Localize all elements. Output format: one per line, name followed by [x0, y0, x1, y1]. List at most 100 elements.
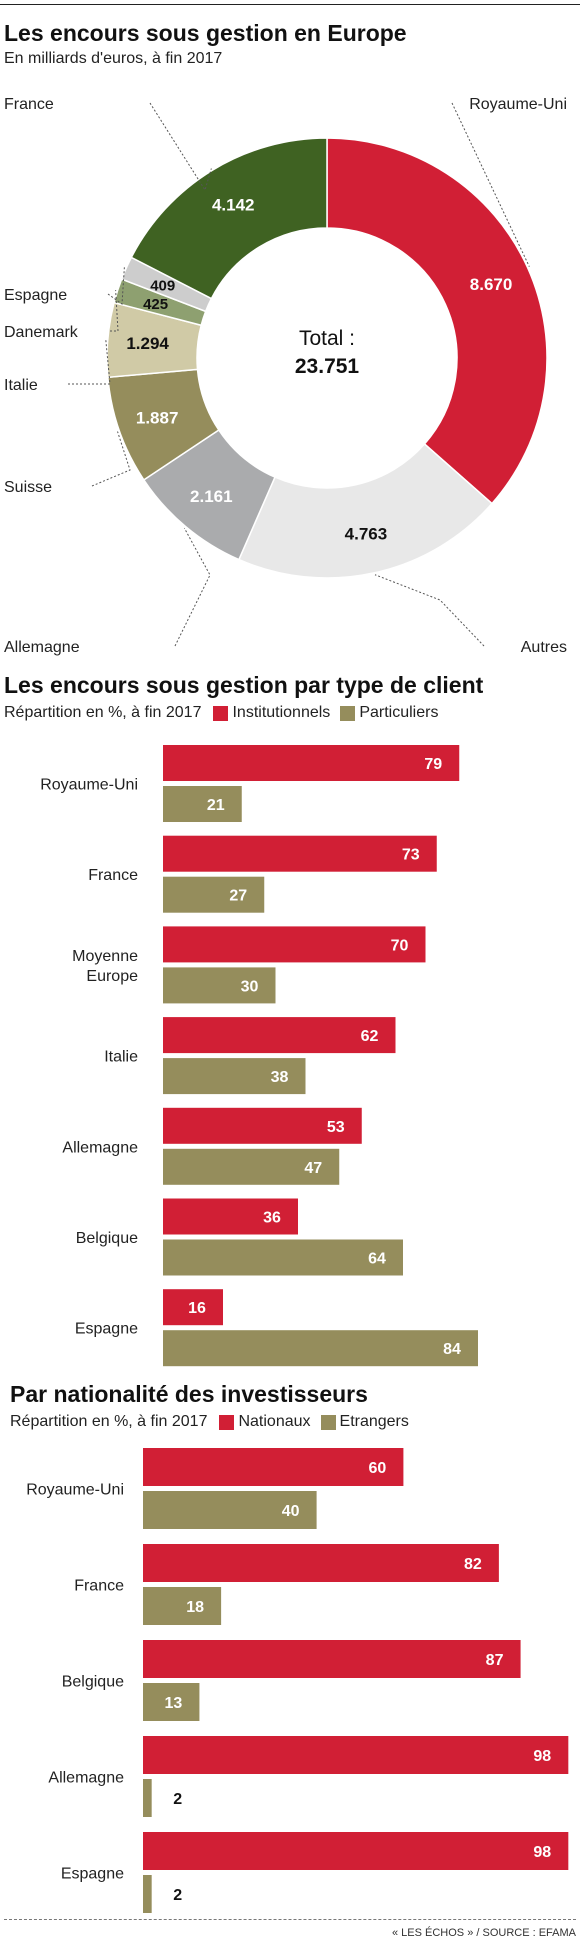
bar-particuliers-moyenne-europe — [163, 967, 276, 1004]
bar-institutionnels-espagne — [163, 1289, 223, 1326]
donut-value-espagne: 409 — [150, 277, 175, 294]
bar-label-particuliers-italie: 38 — [271, 1069, 289, 1086]
bar-etrangers-belgique — [143, 1683, 200, 1721]
nationality-chart-subtitle: Répartition en %, à fin 2017 — [10, 1413, 208, 1430]
donut-name-suisse: Suisse — [4, 479, 52, 496]
legend-swatch-nationaux — [219, 1414, 235, 1430]
client-chart-title: Les encours sous gestion par type de cli… — [4, 672, 484, 698]
donut-total-value: 23.751 — [295, 355, 360, 378]
donut-slice-autres — [237, 442, 494, 579]
bar-label-particuliers-belgique: 64 — [368, 1251, 386, 1268]
bar-label-nationaux-france: 82 — [464, 1556, 482, 1573]
bar-label-particuliers-france: 27 — [229, 888, 247, 905]
bar-label-nationaux-belgique: 87 — [486, 1652, 504, 1669]
legend-label-etrangers: Etrangers — [339, 1413, 409, 1430]
bar-particuliers-royaume-uni — [163, 786, 242, 822]
footer-rule — [4, 1919, 576, 1920]
bar-label-nationaux-royaume-uni: 60 — [369, 1460, 387, 1477]
bar-etrangers-espagne — [143, 1875, 152, 1913]
category-label-italie: Italie — [104, 1049, 138, 1066]
bar-label-institutionnels-moyenne-europe: 70 — [391, 937, 409, 954]
category-label-moyenne-europe-1: Moyenne — [72, 948, 138, 965]
legend-swatch-institutionnels — [213, 705, 229, 721]
category-label-belgique: Belgique — [62, 1674, 124, 1691]
donut-leader-danemark — [110, 290, 119, 332]
bar-label-particuliers-allemagne: 47 — [304, 1160, 322, 1177]
donut-value-allemagne: 2.161 — [190, 487, 233, 506]
bar-institutionnels-moyenne-europe — [163, 926, 426, 963]
donut-leader-suisse — [91, 431, 131, 487]
bar-institutionnels-france — [163, 835, 437, 872]
bar-label-institutionnels-belgique: 36 — [263, 1210, 281, 1227]
category-label-moyenne-europe-2: Europe — [86, 968, 138, 985]
donut-subtitle: En milliards d'euros, à fin 2017 — [4, 50, 223, 67]
bar-label-institutionnels-italie: 62 — [361, 1028, 379, 1045]
bar-institutionnels-royaume-uni — [163, 745, 460, 781]
bar-label-institutionnels-royaume-uni: 79 — [424, 756, 442, 773]
donut-slice-royaume-uni — [326, 137, 548, 505]
donut-total-label: Total : — [299, 327, 355, 350]
category-label-allemagne: Allemagne — [62, 1139, 138, 1156]
legend-label-institutionnels: Institutionnels — [232, 704, 331, 721]
legend-swatch-particuliers — [340, 705, 356, 721]
donut-chart: Royaume-Uni Autres Allemagne Suisse Italie Da… — [4, 96, 567, 656]
donut-name-italie: Italie — [4, 377, 38, 394]
bar-etrangers-allemagne — [143, 1779, 152, 1817]
bar-label-etrangers-royaume-uni: 40 — [282, 1503, 300, 1520]
donut-value-italie: 1.294 — [126, 334, 169, 353]
donut-name-danemark: Danemark — [4, 324, 79, 341]
donut-value-france: 4.142 — [212, 195, 255, 214]
bar-label-particuliers-moyenne-europe: 30 — [241, 978, 259, 995]
category-label-france: France — [74, 1578, 124, 1595]
category-label-espagne: Espagne — [75, 1321, 138, 1338]
bar-nationaux-royaume-uni — [143, 1448, 404, 1486]
bar-label-institutionnels-espagne: 16 — [188, 1300, 206, 1317]
bar-label-etrangers-belgique: 13 — [165, 1695, 183, 1712]
category-label-royaume-uni: Royaume-Uni — [26, 1482, 124, 1499]
donut-value-royaume-uni: 8.670 — [470, 275, 513, 294]
donut-value-autres: 4.763 — [345, 525, 388, 544]
donut-slice-france — [130, 137, 328, 300]
nationality-chart-title: Par nationalité des investisseurs — [10, 1381, 368, 1407]
bar-label-etrangers-espagne: 2 — [173, 1887, 182, 1904]
nationality-chart-legend: Répartition en %, à fin 2017 Nationaux E… — [10, 1413, 409, 1431]
donut-name-france: France — [4, 96, 54, 113]
category-label-espagne: Espagne — [61, 1866, 124, 1883]
bar-institutionnels-allemagne — [163, 1107, 362, 1144]
bar-nationaux-belgique — [143, 1640, 521, 1678]
bar-particuliers-france — [163, 876, 265, 913]
donut-value-suisse: 1.887 — [136, 409, 179, 428]
donut-value-danemark: 425 — [143, 296, 168, 313]
bar-etrangers-royaume-uni — [143, 1491, 317, 1529]
donut-leader-france — [149, 102, 212, 192]
donut-name-allemagne: Allemagne — [4, 639, 80, 656]
bar-label-etrangers-allemagne: 2 — [173, 1791, 182, 1808]
bar-label-institutionnels-france: 73 — [402, 847, 420, 864]
bar-label-etrangers-france: 18 — [186, 1599, 204, 1616]
bar-nationaux-allemagne — [143, 1736, 569, 1774]
bar-label-nationaux-allemagne: 98 — [533, 1748, 551, 1765]
donut-leader-espagne — [107, 267, 125, 305]
bar-nationaux-france — [143, 1544, 499, 1582]
bar-nationaux-espagne — [143, 1832, 569, 1870]
bar-institutionnels-italie — [163, 1017, 396, 1054]
source-credit: « LES ÉCHOS » / SOURCE : EFAMA — [392, 1927, 576, 1939]
donut-title: Les encours sous gestion en Europe — [4, 20, 407, 46]
bar-label-particuliers-royaume-uni: 21 — [207, 797, 225, 814]
donut-name-royaume-uni: Royaume-Uni — [469, 96, 567, 113]
bar-particuliers-espagne — [163, 1330, 478, 1367]
legend-swatch-etrangers — [320, 1414, 336, 1430]
bar-institutionnels-belgique — [163, 1198, 298, 1235]
category-label-belgique: Belgique — [76, 1230, 138, 1247]
category-label-allemagne: Allemagne — [48, 1770, 124, 1787]
client-chart-legend: Répartition en %, à fin 2017 Institution… — [4, 704, 438, 722]
donut-leader-italie — [68, 339, 111, 385]
category-label-france: France — [88, 867, 138, 884]
bar-etrangers-france — [143, 1587, 222, 1625]
category-label-royaume-uni: Royaume-Uni — [40, 777, 138, 794]
bar-particuliers-allemagne — [163, 1148, 340, 1185]
legend-label-particuliers: Particuliers — [359, 704, 439, 721]
donut-leader-autres — [374, 574, 485, 647]
